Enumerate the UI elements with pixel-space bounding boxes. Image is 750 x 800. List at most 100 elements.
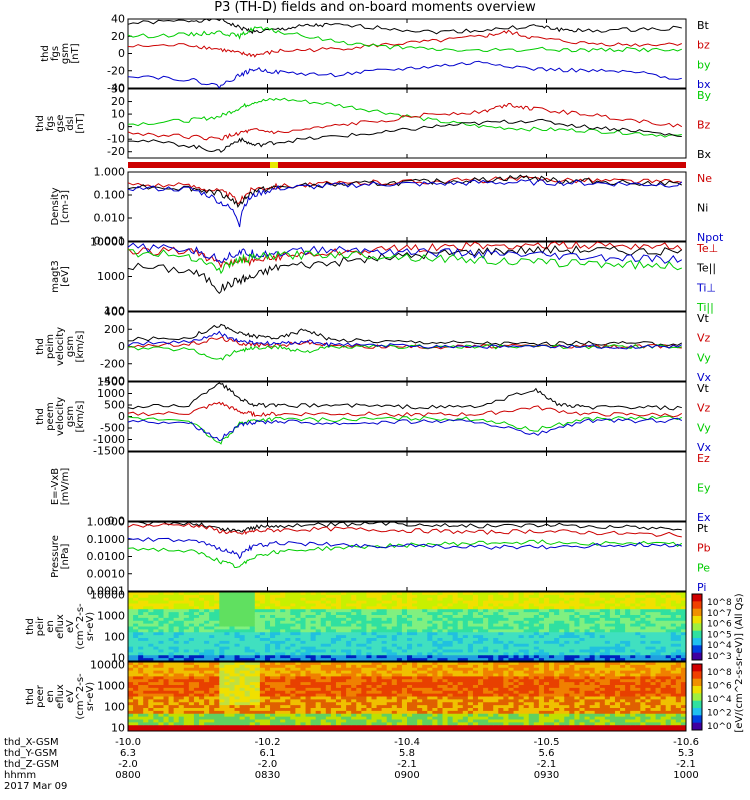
heatmap-cell [462,667,469,672]
heatmap-cell [330,643,337,648]
heatmap-cell [467,673,474,677]
heatmap-cell [554,725,560,729]
heatmap-cell [513,632,520,636]
heatmap-cell [665,652,672,656]
heatmap-cell [259,620,266,625]
heatmap-cell [351,594,357,599]
heatmap-cell [493,716,499,720]
heatmap-cell [178,600,185,604]
heatmap-cell [280,646,286,650]
heatmap-cell [300,699,307,703]
heatmap-cell [381,617,388,622]
heatmap-cell [457,646,464,650]
heatmap-cell [371,638,378,642]
heatmap-cell [503,632,509,636]
heatmap-cell [270,635,276,639]
heatmap-cell [351,710,357,715]
heatmap-cell [158,708,165,712]
heatmap-cell [148,679,154,683]
heatmap-cell [417,662,423,666]
heatmap-cell [630,655,636,659]
heatmap-cell [554,676,560,680]
heatmap-cell [219,690,225,695]
heatmap-cell [158,673,165,677]
heatmap-cell [528,687,535,692]
heatmap-cell [467,679,474,683]
heatmap-cell [498,693,504,697]
heatmap-cell [320,679,327,683]
heatmap-cell [452,620,459,625]
heatmap-cell [391,612,398,616]
heatmap-cell [280,629,286,633]
heatmap-cell [300,705,307,709]
heatmap-cell [396,603,403,607]
heatmap-cell [478,597,484,602]
heatmap-cell [625,597,631,602]
heatmap-cell [488,716,494,720]
heatmap-cell [173,670,180,674]
heatmap-cell [168,693,175,697]
heatmap-cell [432,710,438,715]
heatmap-cell [396,713,403,718]
heatmap-cell [457,693,464,697]
heatmap-cell [254,710,261,715]
heatmap-cell [158,687,165,692]
heatmap-cell [188,649,195,653]
heatmap-cell [660,597,667,602]
heatmap-cell [193,629,200,633]
heatmap-cell [280,710,286,715]
heatmap-cell [356,643,362,648]
heatmap-cell [305,710,312,715]
heatmap-cell [173,705,180,709]
heatmap-cell [422,643,428,648]
heatmap-cell [452,664,459,669]
heatmap-cell [381,679,388,683]
heatmap-cell [325,670,332,674]
heatmap-cell [442,693,449,697]
heatmap-cell [432,679,438,683]
heatmap-cell [219,676,225,680]
heatmap-cell [407,612,413,616]
heatmap-cell [264,679,271,683]
heatmap-cell [609,629,616,633]
heatmap-cell [346,676,352,680]
heatmap-cell [224,705,230,709]
heatmap-cell [503,635,509,639]
heatmap-cell [153,623,159,627]
heatmap-cell [163,713,170,718]
heatmap-cell [234,696,241,700]
heatmap-cell [143,693,149,697]
heatmap-cell [579,623,586,627]
heatmap-cell [270,716,276,720]
heatmap-cell [457,640,464,645]
heatmap-cell [280,708,286,712]
heatmap-cell [204,673,210,677]
heatmap-cell [239,658,246,662]
heatmap-cell [508,728,515,732]
heatmap-cell [325,603,332,607]
heatmap-cell [457,662,464,666]
heatmap-cell [462,626,469,630]
heatmap-cell [280,652,286,656]
heatmap-cell [391,670,398,674]
heatmap-cell [493,679,499,683]
heatmap-cell [523,719,530,723]
heatmap-cell [376,594,383,599]
heatmap-cell [199,612,205,616]
heatmap-cell [498,606,504,610]
heatmap-cell [254,673,261,677]
heatmap-cell [153,643,159,648]
heatmap-cell [401,649,408,653]
heatmap-cell [290,623,296,627]
heatmap-cell [508,635,515,639]
heatmap-cell [335,699,342,703]
heatmap-cell [229,635,236,639]
heatmap-cell [675,643,682,648]
heatmap-cell [518,658,525,662]
heatmap-cell [183,673,190,677]
heatmap-cell [518,667,525,672]
heatmap-cell [163,606,170,610]
heatmap-cell [604,603,611,607]
heatmap-cell [315,670,322,674]
heatmap-cell [518,670,525,674]
